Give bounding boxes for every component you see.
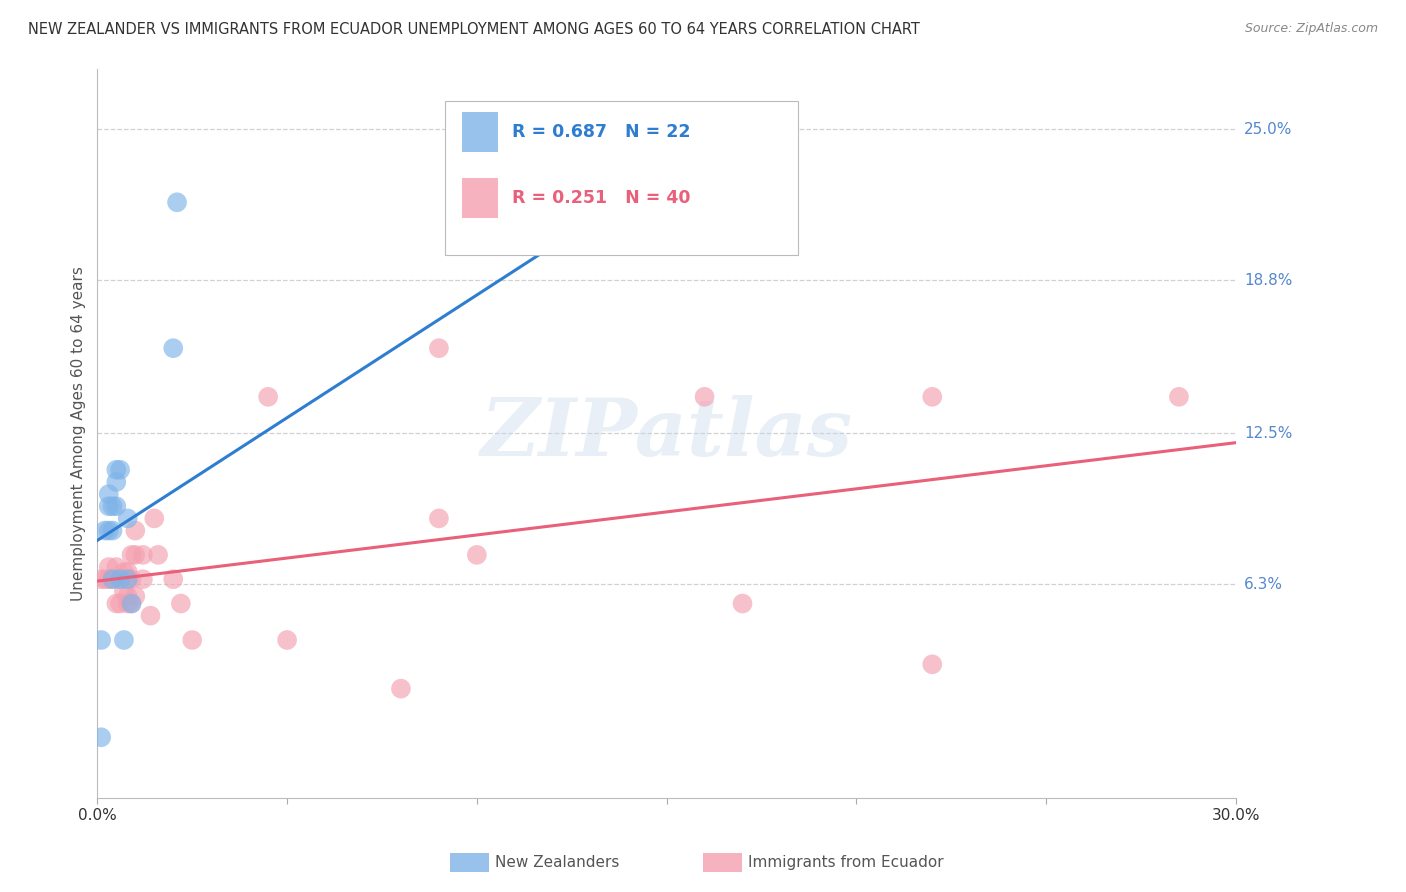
Text: Source: ZipAtlas.com: Source: ZipAtlas.com	[1244, 22, 1378, 36]
Point	[693, 390, 716, 404]
Point	[117, 572, 139, 586]
Point	[162, 572, 184, 586]
Point	[117, 572, 139, 586]
Point	[921, 390, 943, 404]
Point	[257, 390, 280, 404]
Point	[90, 632, 112, 647]
Point	[108, 463, 131, 477]
Point	[170, 597, 193, 611]
Point	[101, 524, 124, 538]
Point	[124, 548, 146, 562]
Point	[112, 565, 135, 579]
Point	[124, 524, 146, 538]
Point	[181, 632, 204, 647]
Point	[117, 511, 139, 525]
Point	[108, 597, 131, 611]
Point	[921, 657, 943, 672]
Text: ZIPatlas: ZIPatlas	[481, 394, 852, 472]
Point	[427, 511, 450, 525]
Point	[162, 341, 184, 355]
Point	[108, 572, 131, 586]
Point	[617, 195, 640, 210]
Point	[112, 584, 135, 599]
Point	[97, 500, 120, 514]
Point	[105, 500, 128, 514]
Point	[90, 572, 112, 586]
Point	[132, 548, 155, 562]
Point	[117, 565, 139, 579]
Point	[90, 731, 112, 745]
Point	[105, 475, 128, 489]
Point	[101, 572, 124, 586]
Text: R = 0.251   N = 40: R = 0.251 N = 40	[512, 189, 690, 207]
Point	[675, 195, 697, 210]
Point	[94, 572, 117, 586]
Point	[101, 572, 124, 586]
Point	[117, 589, 139, 603]
Point	[105, 463, 128, 477]
Point	[124, 589, 146, 603]
Point	[94, 524, 117, 538]
Point	[112, 632, 135, 647]
Point	[143, 511, 166, 525]
Point	[101, 500, 124, 514]
Point	[108, 572, 131, 586]
Point	[166, 195, 188, 210]
Text: Immigrants from Ecuador: Immigrants from Ecuador	[748, 855, 943, 870]
Point	[132, 572, 155, 586]
Point	[121, 597, 143, 611]
Point	[121, 572, 143, 586]
Point	[146, 548, 169, 562]
Point	[97, 487, 120, 501]
Bar	[461, 178, 498, 218]
Point	[139, 608, 162, 623]
Point	[1168, 390, 1191, 404]
Text: New Zealanders: New Zealanders	[495, 855, 619, 870]
Text: 25.0%: 25.0%	[1244, 122, 1292, 136]
Text: NEW ZEALANDER VS IMMIGRANTS FROM ECUADOR UNEMPLOYMENT AMONG AGES 60 TO 64 YEARS : NEW ZEALANDER VS IMMIGRANTS FROM ECUADOR…	[28, 22, 920, 37]
Point	[389, 681, 412, 696]
Point	[117, 597, 139, 611]
Text: R = 0.687   N = 22: R = 0.687 N = 22	[512, 123, 690, 141]
Point	[105, 597, 128, 611]
Point	[465, 548, 488, 562]
Y-axis label: Unemployment Among Ages 60 to 64 years: Unemployment Among Ages 60 to 64 years	[72, 266, 86, 600]
Point	[97, 572, 120, 586]
Point	[121, 597, 143, 611]
FancyBboxPatch shape	[444, 102, 797, 254]
Text: 12.5%: 12.5%	[1244, 425, 1292, 441]
Point	[121, 548, 143, 562]
Point	[105, 560, 128, 574]
Point	[276, 632, 298, 647]
Point	[731, 597, 754, 611]
Point	[427, 341, 450, 355]
Bar	[461, 112, 498, 153]
Point	[97, 524, 120, 538]
Text: 18.8%: 18.8%	[1244, 273, 1292, 287]
Point	[97, 560, 120, 574]
Text: 6.3%: 6.3%	[1244, 576, 1284, 591]
